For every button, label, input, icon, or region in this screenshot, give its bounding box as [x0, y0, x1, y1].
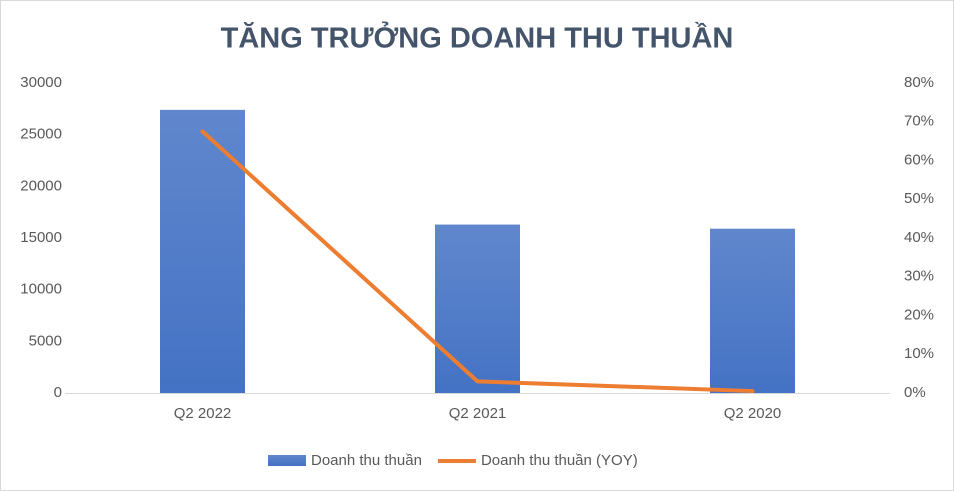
y-tick-label: 20000 — [20, 177, 62, 194]
bar — [435, 224, 520, 393]
x-tick-label: Q2 2020 — [724, 405, 782, 422]
y-tick-label: 5000 — [29, 332, 62, 349]
legend-label: Doanh thu thuần — [311, 452, 422, 469]
line — [200, 129, 755, 394]
y2-tick-label: 30% — [904, 268, 934, 285]
bar — [710, 228, 795, 393]
y-tick-label: 10000 — [20, 281, 62, 298]
x-tick-label: Q2 2022 — [174, 405, 232, 422]
y-tick-label: 15000 — [20, 229, 62, 246]
y-tick-label: 30000 — [20, 74, 62, 91]
y2-tick-label: 0% — [904, 384, 926, 401]
x-tick-label: Q2 2021 — [449, 405, 507, 422]
legend-swatch — [268, 455, 306, 466]
bar — [160, 109, 245, 393]
y-tick-label: 0 — [54, 384, 62, 401]
y2-tick-label: 70% — [904, 113, 934, 130]
legend-label: Doanh thu thuần (YOY) — [481, 452, 638, 469]
y-tick-label: 25000 — [20, 126, 62, 143]
y2-tick-label: 80% — [904, 74, 934, 91]
y2-tick-label: 20% — [904, 306, 934, 323]
y2-tick-label: 10% — [904, 345, 934, 362]
chart-title: TĂNG TRƯỞNG DOANH THU THUẦN — [221, 21, 734, 55]
y2-tick-label: 50% — [904, 190, 934, 207]
y2-tick-label: 60% — [904, 151, 934, 168]
y2-tick-label: 40% — [904, 229, 934, 246]
